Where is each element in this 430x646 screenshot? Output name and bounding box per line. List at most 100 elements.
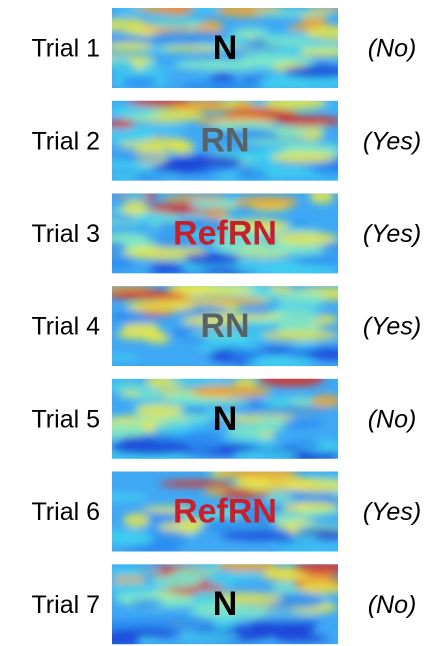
spectrogram-blob — [122, 201, 148, 216]
spectrogram-blob — [234, 196, 299, 208]
spectrogram-blob — [159, 45, 229, 52]
spectrogram-blob — [276, 290, 326, 307]
spectrogram-blob — [271, 582, 301, 595]
stimulus-label: N — [213, 29, 238, 67]
spectrogram-blob — [158, 479, 236, 488]
response-label: (Yes) — [363, 220, 421, 248]
spectrogram-blob — [112, 253, 136, 270]
spectrogram-blob — [202, 334, 248, 344]
spectrogram-blob — [125, 300, 195, 313]
spectrogram-blob — [297, 581, 338, 595]
spectrogram — [112, 8, 338, 88]
spectrogram-blob — [179, 632, 240, 641]
stimulus-label: RefRN — [173, 492, 277, 530]
stimulus-label: N — [213, 400, 238, 438]
spectrogram-blob — [311, 163, 338, 177]
spectrogram-blob — [261, 330, 338, 341]
spectrogram — [112, 564, 338, 645]
spectrogram-blob — [291, 534, 320, 542]
spectrogram-blob — [208, 399, 250, 406]
spectrogram-blob — [112, 41, 154, 52]
spectrogram-blob — [257, 405, 328, 416]
spectrogram-blob — [192, 201, 234, 209]
spectrogram-blob — [121, 322, 160, 337]
spectrogram-blob — [293, 255, 338, 266]
spectrogram-blob — [177, 104, 229, 112]
spectrogram-blob — [266, 308, 321, 324]
spectrogram-blob — [112, 219, 145, 226]
spectrogram-blob — [293, 564, 338, 575]
spectrogram-blob — [288, 440, 322, 450]
spectrogram-blob — [274, 544, 338, 552]
spectrogram-blob — [217, 572, 270, 581]
spectrogram-blob — [190, 8, 221, 13]
spectrogram-blob — [150, 162, 212, 174]
spectrogram-blob — [112, 566, 163, 577]
spectrogram-blob — [269, 512, 304, 523]
spectrogram-blob — [123, 513, 150, 528]
spectrogram-blob — [299, 48, 338, 57]
spectrogram-blob — [281, 418, 324, 428]
trial-label: Trial 6 — [31, 498, 100, 526]
spectrogram-blob — [121, 193, 148, 202]
spectrogram-blob — [308, 349, 338, 361]
spectrogram-blob — [214, 229, 278, 241]
response-label: (No) — [368, 591, 417, 619]
spectrogram-blob — [225, 423, 268, 439]
spectrogram-blob — [264, 100, 327, 110]
spectrogram-blob — [172, 567, 216, 580]
spectrogram-blob — [121, 76, 158, 88]
spectrogram-blob — [177, 217, 227, 232]
spectrogram-blob — [112, 492, 150, 502]
trial-label: Trial 5 — [31, 405, 100, 433]
stimulus-label: RefRN — [173, 214, 277, 252]
spectrogram — [112, 193, 338, 274]
spectrogram-blob — [112, 160, 141, 169]
spectrogram-blob — [112, 582, 163, 594]
spectrogram-blob — [270, 151, 336, 164]
spectrogram — [112, 100, 338, 181]
spectrogram-blob — [219, 531, 296, 541]
spectrogram-blob — [305, 25, 338, 41]
trial-label: Trial 2 — [31, 127, 100, 155]
response-label: (Yes) — [363, 313, 421, 341]
spectrogram-blob — [234, 449, 299, 459]
spectrogram-blob — [112, 635, 141, 645]
trial-label: Trial 3 — [31, 220, 100, 248]
spectrogram-blob — [134, 403, 184, 417]
spectrogram-blob — [112, 105, 151, 116]
spectrogram-blob — [256, 264, 338, 274]
response-label: (No) — [368, 405, 417, 433]
spectrogram-blob — [112, 380, 149, 393]
spectrogram-blob — [112, 153, 170, 160]
spectrogram-blob — [153, 422, 193, 435]
spectrogram-blob — [265, 493, 295, 503]
spectrogram-blob — [182, 252, 242, 266]
spectrogram-blob — [127, 100, 190, 107]
stimulus-label: RN — [200, 122, 249, 160]
spectrogram-blob — [282, 65, 338, 79]
spectrogram-blob — [181, 79, 263, 88]
spectrogram-blob — [251, 628, 314, 637]
spectrogram-blob — [214, 564, 277, 572]
spectrogram-blob — [130, 8, 199, 14]
spectrogram-blob — [130, 599, 164, 608]
spectrogram-blob — [112, 440, 192, 456]
spectrogram-blob — [112, 629, 181, 638]
spectrogram-blob — [161, 194, 228, 202]
spectrogram-blob — [112, 119, 136, 129]
spectrogram-blob — [112, 68, 174, 75]
spectrogram-blob — [273, 634, 329, 643]
spectrogram-blob — [190, 604, 267, 620]
spectrogram-blob — [215, 115, 266, 122]
spectrogram-blob — [235, 138, 301, 146]
spectrogram — [112, 471, 338, 552]
spectrogram-blob — [292, 341, 318, 348]
spectrogram-blob — [247, 164, 304, 174]
stimulus-label: RN — [200, 307, 249, 345]
spectrogram-blob — [126, 125, 189, 133]
spectrogram-blob — [205, 211, 230, 220]
spectrogram-blob — [112, 354, 140, 361]
spectrogram-blob — [258, 378, 325, 387]
